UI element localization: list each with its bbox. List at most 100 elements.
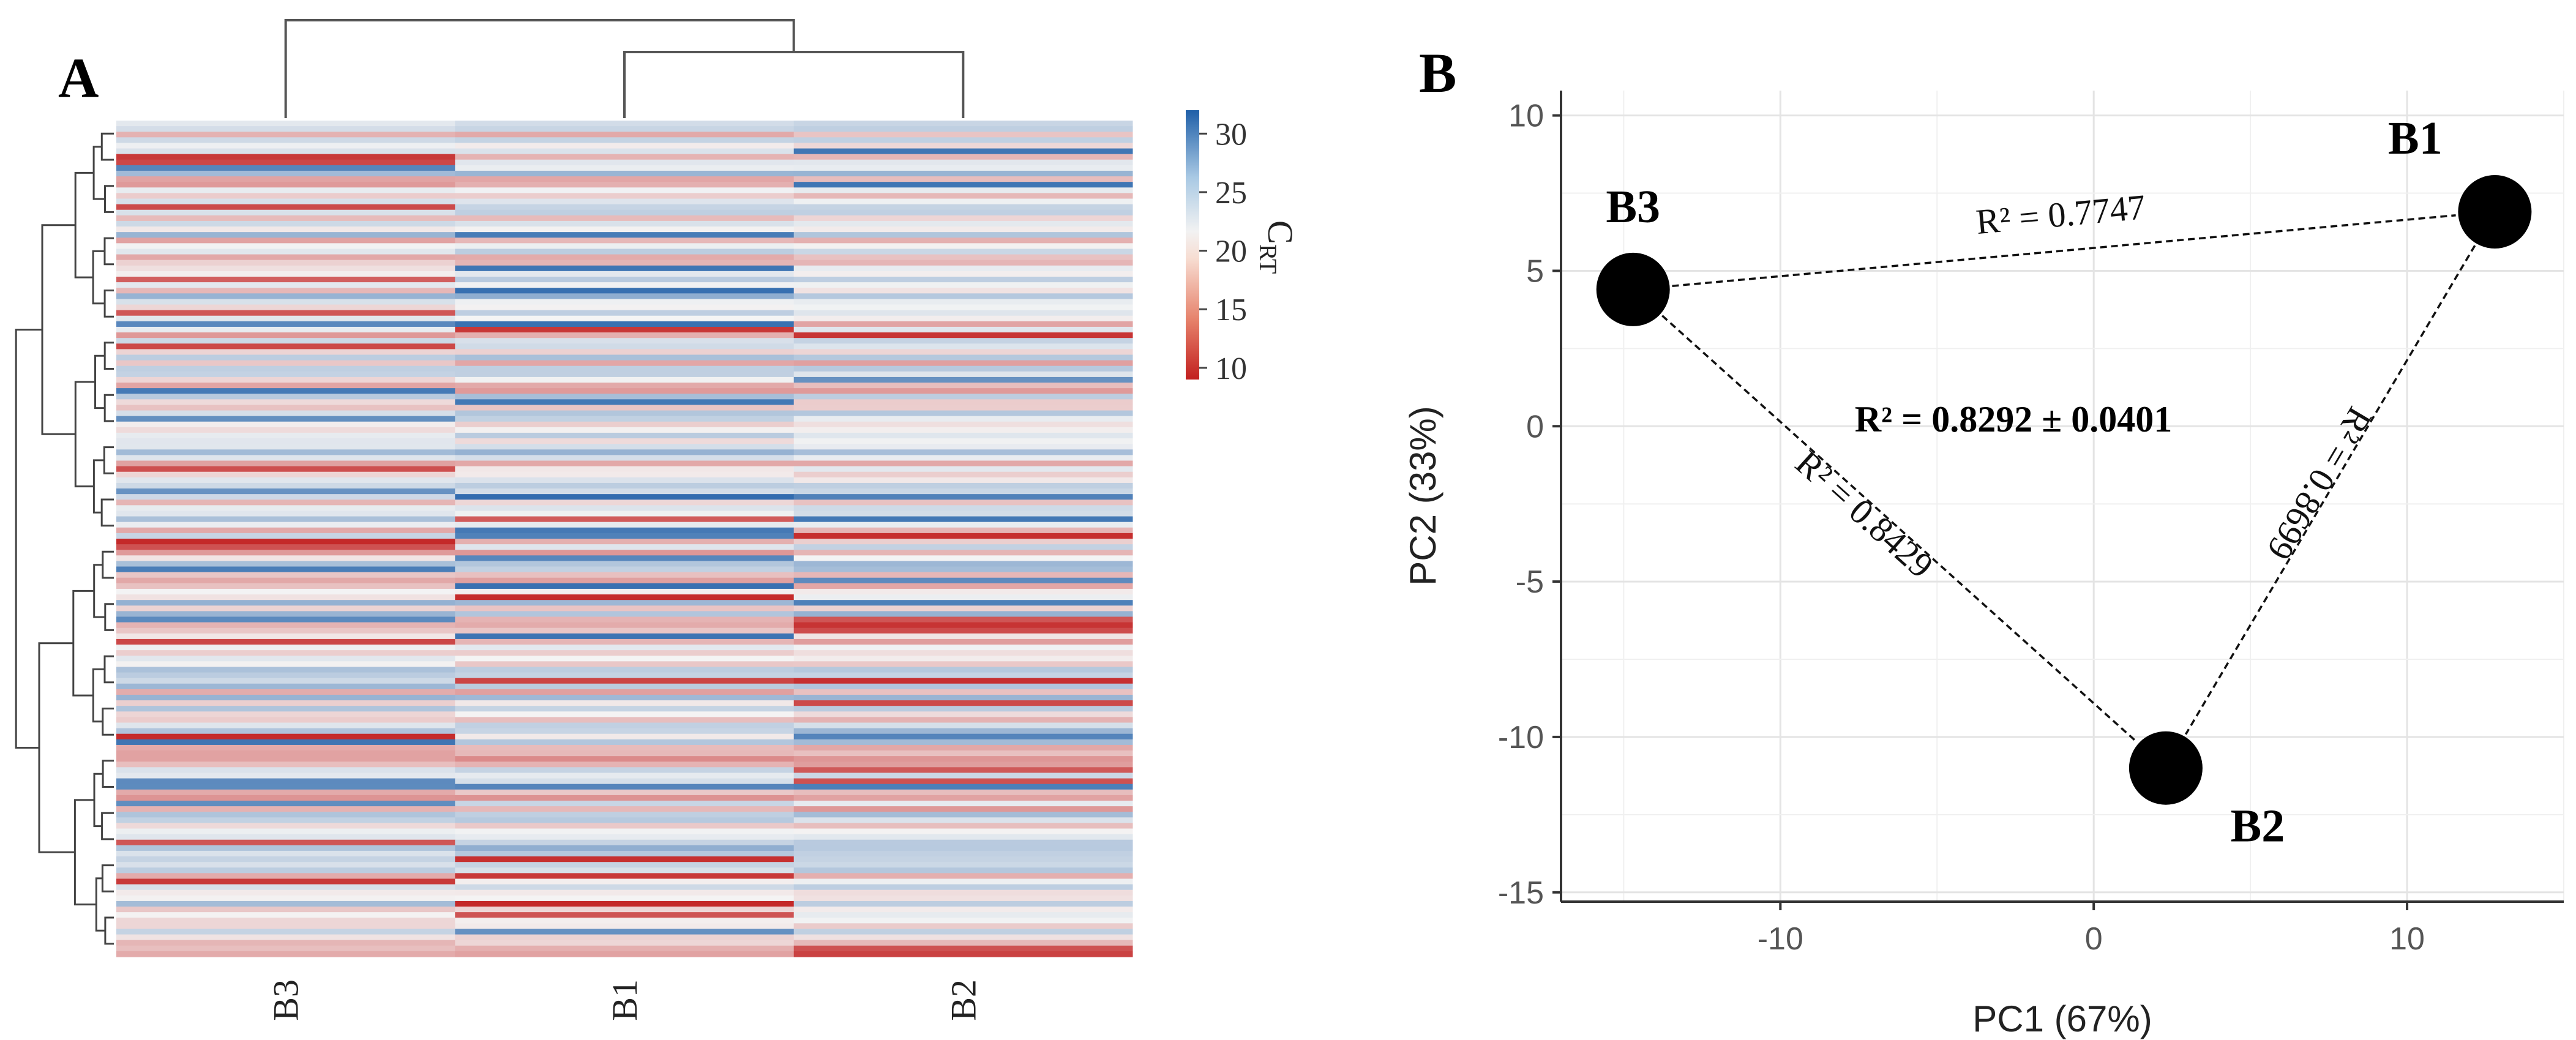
- dendrogram-branch: [102, 550, 114, 579]
- heatmap-cell: [455, 522, 795, 528]
- heatmap-cell: [793, 148, 1133, 155]
- heatmap-cell: [116, 466, 455, 473]
- heatmap-cell: [455, 889, 795, 896]
- heatmap-cell: [116, 834, 455, 840]
- heatmap-cell: [116, 143, 455, 149]
- dendrogram-branch: [103, 342, 114, 370]
- heatmap-cell: [455, 349, 795, 356]
- heatmap-cell: [793, 126, 1133, 132]
- heatmap-cell: [116, 299, 455, 305]
- dendrogram-branch: [73, 799, 97, 906]
- plot-grid: [1561, 91, 2564, 902]
- heatmap-cell: [116, 694, 455, 701]
- heatmap-cell: [455, 739, 795, 746]
- heatmap-cell: [455, 728, 795, 735]
- heatmap-cell: [116, 204, 455, 211]
- x-axis-label: PC1 (67%): [1972, 998, 2152, 1039]
- heatmap-cell: [455, 466, 795, 473]
- heatmap-cell: [455, 360, 795, 367]
- heatmap-cell: [116, 522, 455, 528]
- heatmap-cell: [793, 332, 1133, 339]
- heatmap-cell: [455, 633, 795, 640]
- heatmap-cell: [793, 722, 1133, 729]
- heatmap-cell: [455, 276, 795, 283]
- heatmap-cell: [116, 371, 455, 378]
- heatmap-cell: [793, 522, 1133, 528]
- heatmap-cell: [116, 744, 455, 751]
- heatmap-cell: [793, 739, 1133, 746]
- heatmap-cell: [455, 238, 795, 244]
- point-b1: [2458, 175, 2532, 249]
- heatmap-cell: [455, 410, 795, 417]
- heatmap-cell: [793, 700, 1133, 706]
- heatmap-cell: [455, 282, 795, 288]
- dendrogram-branch: [101, 864, 114, 892]
- heatmap-cell: [116, 862, 455, 868]
- heatmap-cell: [455, 912, 795, 918]
- heatmap-cell: [116, 900, 455, 907]
- heatmap-cell: [116, 354, 455, 361]
- heatmap-cell: [455, 365, 795, 372]
- heatmap-cell: [793, 706, 1133, 712]
- heatmap-cell: [116, 148, 455, 155]
- dendrogram-branch: [103, 394, 114, 422]
- heatmap-cell: [116, 527, 455, 534]
- heatmap-cell: [793, 539, 1133, 545]
- heatmap-cell: [793, 326, 1133, 333]
- heatmap-cell: [455, 499, 795, 506]
- heatmap-cell: [116, 416, 455, 422]
- center-annotation: R² = 0.8292 ± 0.0401: [1855, 399, 2172, 440]
- heatmap-cell: [455, 638, 795, 645]
- heatmap-cell: [793, 137, 1133, 144]
- heatmap-cell: [116, 801, 455, 807]
- heatmap-cell: [455, 471, 795, 478]
- y-tick-label: -15: [1498, 875, 1544, 911]
- heatmap-cell: [455, 656, 795, 662]
- heatmap-cell: [116, 310, 455, 316]
- dendrogram-branch: [103, 237, 114, 266]
- heatmap-cell: [116, 550, 455, 556]
- heatmap-cell: [793, 394, 1133, 400]
- heatmap-cell: [116, 215, 455, 222]
- heatmap-cell: [455, 594, 795, 600]
- heatmap-cell: [793, 616, 1133, 623]
- heatmap-cell: [455, 945, 795, 952]
- heatmap-cell: [116, 449, 455, 455]
- heatmap-cell: [793, 867, 1133, 874]
- heatmap-cell: [793, 895, 1133, 902]
- heatmap-cell: [116, 889, 455, 896]
- heatmap-cell: [793, 661, 1133, 668]
- heatmap-cell: [455, 427, 795, 433]
- heatmap-cell: [793, 845, 1133, 851]
- heatmap-cell: [793, 678, 1133, 684]
- heatmap-cell: [455, 616, 795, 623]
- heatmap-cell: [116, 293, 455, 300]
- heatmap-cell: [116, 689, 455, 695]
- heatmap-cell: [793, 438, 1133, 444]
- heatmap-cell: [793, 143, 1133, 149]
- heatmap-cell: [455, 533, 795, 539]
- heatmap-cell: [793, 477, 1133, 484]
- colorbar-title: CRT: [1254, 220, 1300, 274]
- heatmap-cell: [116, 132, 455, 138]
- dendrogram-branch: [92, 250, 105, 305]
- heatmap-cell: [455, 940, 795, 946]
- heatmap-column-label: B1: [605, 979, 645, 1021]
- heatmap-cell: [793, 421, 1133, 428]
- heatmap-cell: [116, 477, 455, 484]
- heatmap-cell: [116, 650, 455, 656]
- dendrogram-branch: [94, 354, 105, 410]
- heatmap-cell: [455, 717, 795, 724]
- heatmap-cell: [455, 706, 795, 712]
- heatmap-cell: [116, 616, 455, 623]
- heatmap-cell: [455, 371, 795, 378]
- heatmap-cell: [455, 170, 795, 177]
- heatmap-cell: [455, 733, 795, 740]
- heatmap-cell: [116, 795, 455, 801]
- heatmap-cell: [116, 209, 455, 216]
- heatmap-cell: [793, 494, 1133, 500]
- heatmap-cell: [793, 349, 1133, 356]
- heatmap-cell: [793, 388, 1133, 394]
- heatmap-cell: [116, 600, 455, 606]
- heatmap-cell: [455, 672, 795, 679]
